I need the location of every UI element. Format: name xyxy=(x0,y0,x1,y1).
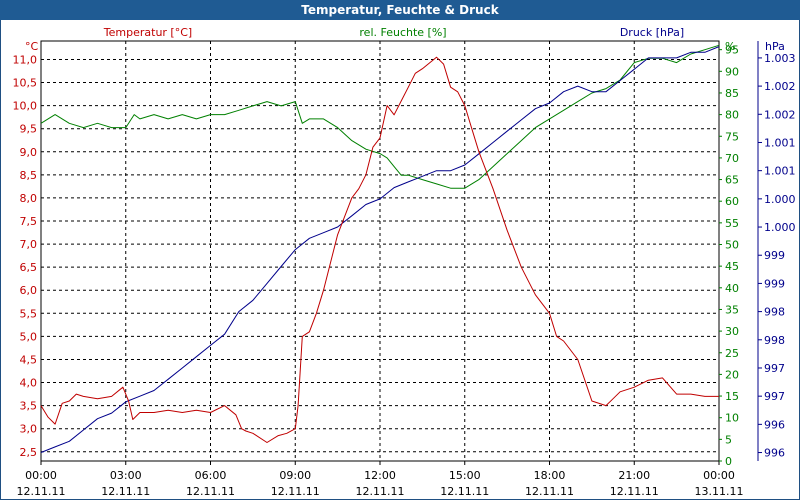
humidity-tick-label: 0 xyxy=(725,455,732,468)
pressure-tick-label: 999 xyxy=(764,249,785,262)
temperature-tick-label: 5,0 xyxy=(20,330,38,343)
pressure-tick-label: 998 xyxy=(764,334,785,347)
humidity-tick-label: 80 xyxy=(725,109,739,122)
x-tick-label: 18:00 xyxy=(534,469,566,482)
pressure-tick-label: 1.003 xyxy=(764,52,796,65)
temperature-unit-label: °C xyxy=(25,40,39,53)
humidity-tick-label: 30 xyxy=(725,325,739,338)
humidity-tick-label: 25 xyxy=(725,347,739,360)
humidity-axis-label: rel. Feuchte [%] xyxy=(359,26,446,39)
x-date-label: 12.11.11 xyxy=(440,485,489,498)
x-date-label: 13.11.11 xyxy=(695,485,744,498)
humidity-unit-label: % xyxy=(725,40,735,53)
pressure-tick-label: 997 xyxy=(764,362,785,375)
temperature-tick-label: 10,0 xyxy=(13,100,38,113)
pressure-tick-label: 996 xyxy=(764,447,785,460)
pressure-axis-label: Druck [hPa] xyxy=(620,26,684,39)
humidity-tick-label: 75 xyxy=(725,130,739,143)
pressure-tick-label: 1.000 xyxy=(764,221,796,234)
humidity-tick-label: 10 xyxy=(725,412,739,425)
x-date-label: 12.11.11 xyxy=(186,485,235,498)
title-bar: Temperatur, Feuchte & Druck xyxy=(0,0,800,20)
temperature-tick-label: 5,5 xyxy=(20,307,38,320)
pressure-series-line xyxy=(40,46,720,453)
temperature-tick-label: 3,0 xyxy=(20,423,38,436)
x-tick-label: 12:00 xyxy=(364,469,396,482)
temperature-tick-label: 4,0 xyxy=(20,377,38,390)
humidity-tick-label: 20 xyxy=(725,368,739,381)
humidity-tick-label: 60 xyxy=(725,195,739,208)
pressure-tick-label: 997 xyxy=(764,390,785,403)
humidity-tick-label: 5 xyxy=(725,433,732,446)
x-tick-label: 00:00 xyxy=(703,469,735,482)
temperature-axis-label: Temperatur [°C] xyxy=(103,26,192,39)
x-tick-label: 06:00 xyxy=(195,469,227,482)
humidity-tick-label: 90 xyxy=(725,65,739,78)
temperature-tick-label: 6,0 xyxy=(20,284,38,297)
humidity-tick-label: 45 xyxy=(725,260,739,273)
x-date-label: 12.11.11 xyxy=(17,485,66,498)
x-tick-label: 21:00 xyxy=(618,469,650,482)
x-date-label: 12.11.11 xyxy=(101,485,150,498)
temperature-tick-label: 9,0 xyxy=(20,146,38,159)
pressure-tick-label: 996 xyxy=(764,418,785,431)
window-title: Temperatur, Feuchte & Druck xyxy=(301,3,499,17)
humidity-tick-label: 95 xyxy=(725,44,739,57)
pressure-tick-label: 1.002 xyxy=(764,108,796,121)
humidity-tick-label: 50 xyxy=(725,239,739,252)
temperature-tick-label: 10,5 xyxy=(13,77,38,90)
humidity-tick-label: 35 xyxy=(725,303,739,316)
x-date-label: 12.11.11 xyxy=(271,485,320,498)
pressure-unit-label: hPa xyxy=(765,40,785,53)
temperature-series-line xyxy=(40,56,719,443)
temperature-tick-label: 2,5 xyxy=(20,446,38,459)
pressure-tick-label: 1.000 xyxy=(764,193,796,206)
x-date-label: 12.11.11 xyxy=(610,485,659,498)
temperature-tick-label: 7,5 xyxy=(20,215,38,228)
pressure-tick-label: 998 xyxy=(764,306,785,319)
temperature-tick-label: 8,0 xyxy=(20,192,38,205)
humidity-tick-label: 65 xyxy=(725,174,739,187)
pressure-tick-label: 999 xyxy=(764,277,785,290)
temperature-tick-label: 7,0 xyxy=(20,238,38,251)
humidity-tick-label: 70 xyxy=(725,152,739,165)
temperature-tick-label: 4,5 xyxy=(20,353,38,366)
x-date-label: 12.11.11 xyxy=(356,485,405,498)
x-date-label: 12.11.11 xyxy=(525,485,574,498)
temperature-tick-label: 11,0 xyxy=(13,53,38,66)
humidity-tick-label: 85 xyxy=(725,87,739,100)
humidity-tick-label: 40 xyxy=(725,282,739,295)
temperature-tick-label: 8,5 xyxy=(20,169,38,182)
humidity-tick-label: 15 xyxy=(725,390,739,403)
humidity-tick-label: 55 xyxy=(725,217,739,230)
x-tick-label: 03:00 xyxy=(110,469,142,482)
temperature-tick-label: 6,5 xyxy=(20,261,38,274)
x-tick-label: 00:00 xyxy=(25,469,57,482)
x-tick-label: 15:00 xyxy=(449,469,481,482)
temperature-tick-label: 3,5 xyxy=(20,400,38,413)
pressure-tick-label: 1.001 xyxy=(764,136,796,149)
pressure-tick-label: 1.002 xyxy=(764,80,796,93)
pressure-tick-label: 1.001 xyxy=(764,165,796,178)
temperature-tick-label: 9,5 xyxy=(20,123,38,136)
x-tick-label: 09:00 xyxy=(279,469,311,482)
